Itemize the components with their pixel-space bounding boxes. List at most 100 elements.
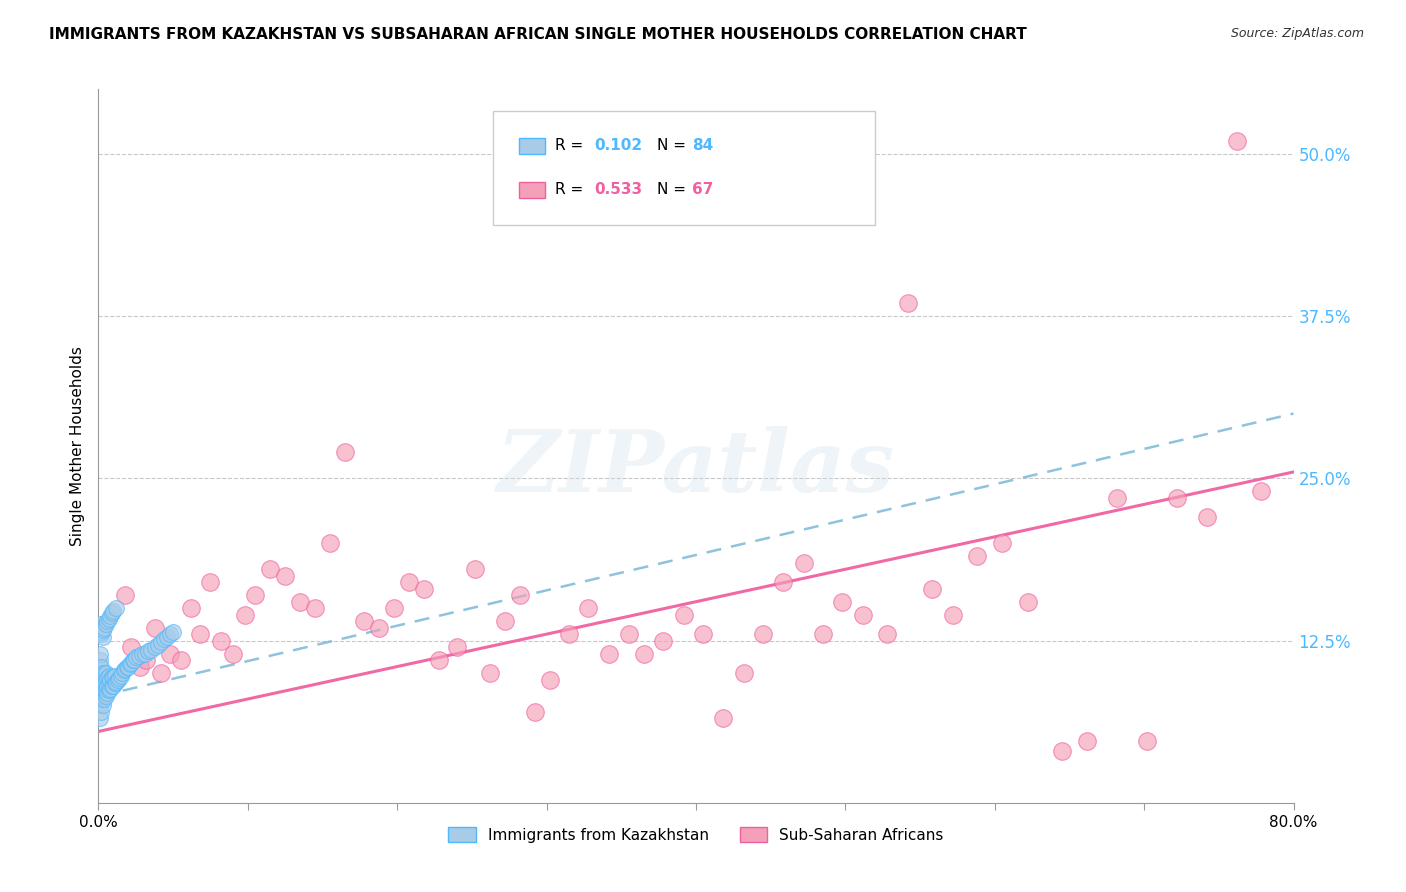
Point [1136, 733, 1159, 747]
Point [89, 679, 111, 693]
Point [121, 653, 143, 667]
Point [169, 653, 191, 667]
Point [107, 673, 129, 687]
Point [222, 647, 245, 661]
Point [94, 673, 117, 688]
Text: R =: R = [555, 182, 588, 197]
Point [111, 666, 134, 681]
Point [93, 666, 115, 681]
Point [103, 604, 125, 618]
Point [752, 627, 775, 641]
Point [143, 640, 166, 654]
Point [136, 644, 159, 658]
Point [101, 670, 124, 684]
Point [97, 676, 120, 690]
Point [811, 627, 834, 641]
Point [90, 673, 112, 687]
Text: 67: 67 [692, 182, 714, 197]
Point [772, 575, 794, 590]
Point [94, 666, 117, 681]
Point [117, 659, 139, 673]
Point [125, 650, 148, 665]
Point [91, 630, 114, 644]
Point [118, 657, 141, 671]
Point [353, 614, 375, 628]
Point [966, 549, 988, 564]
Point [464, 562, 486, 576]
Point [91, 624, 114, 638]
Point [93, 621, 115, 635]
Text: 84: 84 [692, 138, 714, 153]
Point [1250, 484, 1272, 499]
Point [209, 633, 232, 648]
Point [617, 627, 640, 641]
Point [558, 627, 581, 641]
Point [89, 692, 111, 706]
Point [523, 705, 546, 719]
Point [1050, 744, 1073, 758]
Point [89, 666, 111, 681]
Legend: Immigrants from Kazakhstan, Sub-Saharan Africans: Immigrants from Kazakhstan, Sub-Saharan … [441, 821, 950, 848]
Point [652, 633, 675, 648]
Point [538, 673, 561, 687]
Point [319, 536, 342, 550]
Point [114, 588, 136, 602]
Point [98, 679, 122, 693]
Point [991, 536, 1014, 550]
Point [578, 601, 600, 615]
Point [398, 575, 420, 590]
Text: R =: R = [555, 138, 588, 153]
Text: Source: ZipAtlas.com: Source: ZipAtlas.com [1230, 27, 1364, 40]
Point [108, 671, 131, 685]
Point [1195, 510, 1218, 524]
Point [120, 656, 142, 670]
Point [89, 673, 111, 687]
Point [97, 668, 120, 682]
Text: ZIPatlas: ZIPatlas [496, 425, 896, 509]
Point [368, 621, 391, 635]
Point [91, 698, 114, 713]
Point [509, 588, 531, 602]
Point [633, 647, 655, 661]
Point [921, 582, 943, 596]
Point [90, 627, 112, 641]
Point [139, 642, 162, 657]
Point [413, 582, 436, 596]
Point [120, 640, 142, 654]
Point [96, 685, 118, 699]
FancyBboxPatch shape [494, 111, 876, 225]
Point [180, 601, 202, 615]
Point [143, 621, 166, 635]
Point [89, 685, 111, 699]
Point [274, 568, 297, 582]
Point [98, 673, 122, 687]
Point [105, 673, 128, 687]
Y-axis label: Single Mother Households: Single Mother Households [69, 346, 84, 546]
Point [91, 668, 114, 682]
Point [91, 690, 114, 704]
Point [831, 595, 853, 609]
Point [89, 698, 111, 713]
Point [942, 607, 965, 622]
Point [98, 609, 122, 624]
Point [104, 668, 127, 682]
Point [128, 649, 150, 664]
Point [711, 711, 734, 725]
Point [90, 685, 112, 699]
Point [93, 673, 115, 688]
Point [692, 627, 714, 641]
Point [96, 671, 118, 685]
Point [188, 627, 211, 641]
Point [478, 666, 501, 681]
Point [114, 662, 136, 676]
Point [1017, 595, 1039, 609]
Point [494, 614, 516, 628]
Point [245, 588, 267, 602]
Point [288, 595, 311, 609]
Point [93, 681, 115, 696]
Point [1166, 491, 1188, 505]
Point [97, 682, 120, 697]
Point [104, 676, 127, 690]
Point [153, 632, 176, 647]
Point [90, 659, 112, 673]
